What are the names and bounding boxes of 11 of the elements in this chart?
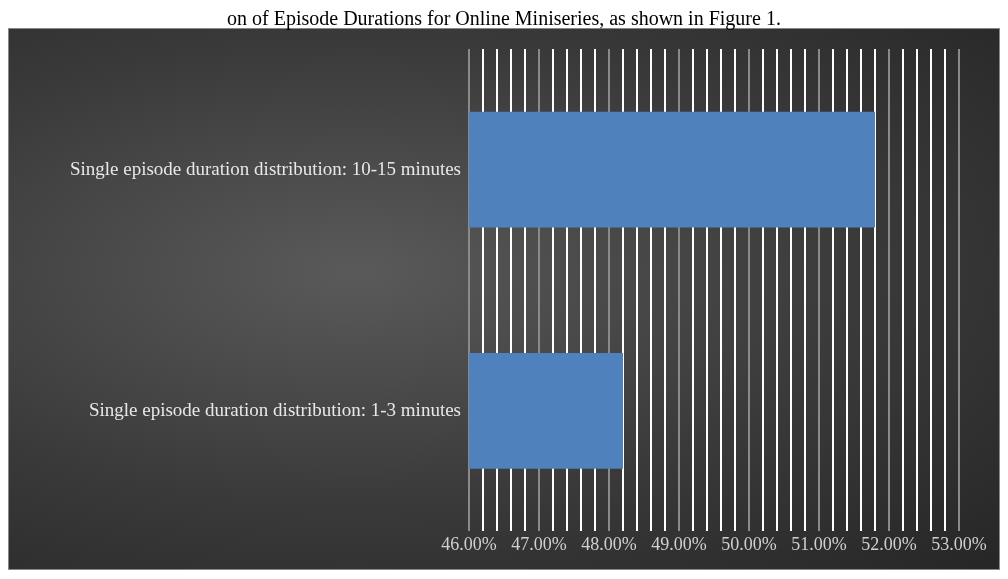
x-tick-label: 48.00% (581, 533, 637, 554)
x-tick-label: 47.00% (511, 533, 567, 554)
y-tick-label: Single episode duration distribution: 1-3 minutes (88, 398, 461, 420)
x-tick-label: 51.00% (791, 533, 847, 554)
x-tick-label: 53.00% (931, 533, 987, 554)
x-tick-label: 52.00% (861, 533, 917, 554)
text: on of Episode Durations for Online Miniseries, as shown in Figure 1. (226, 7, 782, 29)
x-tick-label: 49.00% (651, 533, 707, 554)
x-tick-label: 46.00% (441, 533, 497, 554)
y-tick-label: Single episode duration distribution: 10-15 minutes (69, 157, 461, 179)
x-tick-label: 50.00% (721, 533, 777, 554)
